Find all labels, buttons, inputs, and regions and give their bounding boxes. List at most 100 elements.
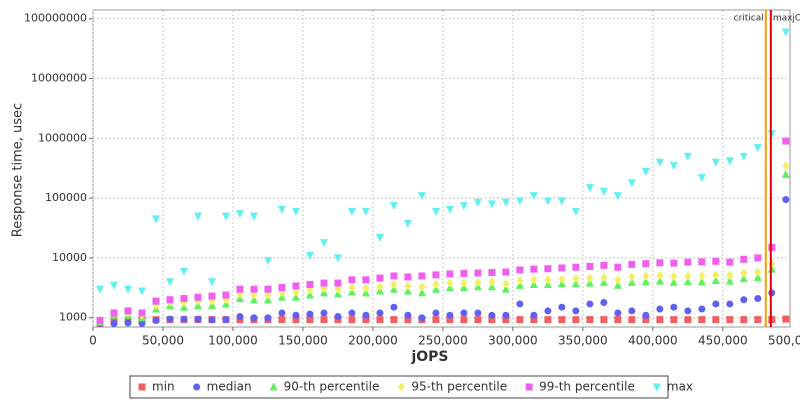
point <box>347 207 356 216</box>
point <box>571 207 580 216</box>
legend-label: 90-th percentile <box>284 380 380 394</box>
reference-label: critical <box>734 14 764 24</box>
legend-label: 95-th percentile <box>411 380 507 394</box>
point <box>460 278 468 288</box>
point <box>137 287 146 296</box>
point <box>586 262 594 270</box>
point <box>417 192 426 201</box>
point <box>446 270 454 278</box>
point <box>389 202 398 211</box>
point <box>123 285 132 294</box>
point <box>655 158 664 167</box>
point <box>628 316 636 324</box>
point <box>558 274 566 284</box>
point <box>474 309 482 317</box>
point <box>264 285 272 293</box>
point <box>390 279 398 289</box>
point <box>376 316 384 324</box>
point <box>390 272 398 280</box>
point <box>516 266 524 274</box>
point <box>96 316 104 324</box>
point <box>655 276 664 285</box>
point <box>165 278 174 287</box>
point <box>712 316 720 324</box>
point <box>544 275 552 285</box>
point <box>641 167 650 176</box>
point <box>334 279 342 287</box>
point <box>334 284 342 294</box>
point <box>529 192 538 201</box>
legend-marker <box>193 383 201 391</box>
point <box>278 316 286 324</box>
point <box>726 316 734 324</box>
point <box>390 316 398 324</box>
point <box>305 251 314 260</box>
point <box>684 307 692 315</box>
y-tick-label: 100000000 <box>24 12 87 25</box>
point <box>263 257 272 266</box>
point <box>543 197 552 206</box>
point <box>222 291 230 299</box>
plot-area <box>92 9 791 328</box>
point <box>628 307 636 315</box>
legend-label: max <box>667 380 693 394</box>
point <box>376 282 384 292</box>
point <box>124 307 132 315</box>
point <box>642 260 650 268</box>
point <box>754 267 762 277</box>
point <box>530 311 538 319</box>
point <box>432 316 440 324</box>
point <box>418 282 426 292</box>
point <box>572 307 580 315</box>
point <box>781 169 790 178</box>
x-tick-label: 300,000 <box>488 334 538 348</box>
point <box>446 278 454 288</box>
legend-marker <box>269 382 278 391</box>
point <box>445 205 454 214</box>
point <box>614 309 622 317</box>
point <box>782 195 790 203</box>
point <box>418 272 426 280</box>
point <box>502 279 510 289</box>
point <box>628 260 636 268</box>
y-axis-label: Response time, usec <box>11 103 26 237</box>
point <box>740 296 748 304</box>
point <box>711 158 720 167</box>
point <box>292 282 300 290</box>
point <box>613 192 622 201</box>
point <box>628 272 636 282</box>
point <box>124 319 132 327</box>
point <box>208 292 216 300</box>
legend-marker <box>525 383 533 391</box>
point <box>390 303 398 311</box>
point <box>109 281 118 290</box>
point <box>669 162 678 171</box>
point <box>670 316 678 324</box>
point <box>418 314 426 322</box>
point <box>600 316 608 324</box>
x-tick-label: 100,000 <box>208 334 258 348</box>
point <box>180 294 188 302</box>
point <box>600 261 608 269</box>
point <box>613 280 622 289</box>
point <box>236 312 244 320</box>
point <box>684 316 692 324</box>
point <box>487 200 496 209</box>
point <box>208 316 216 324</box>
point <box>348 283 356 293</box>
point <box>753 273 762 282</box>
point <box>725 157 734 166</box>
x-tick-label: 0 <box>89 334 97 348</box>
point <box>683 152 692 161</box>
point <box>586 300 594 308</box>
point <box>740 255 748 263</box>
point <box>459 202 468 211</box>
point <box>264 314 272 322</box>
point <box>782 315 790 323</box>
point <box>586 273 594 283</box>
point <box>571 279 580 288</box>
point <box>278 309 286 317</box>
point <box>585 184 594 193</box>
point <box>488 311 496 319</box>
